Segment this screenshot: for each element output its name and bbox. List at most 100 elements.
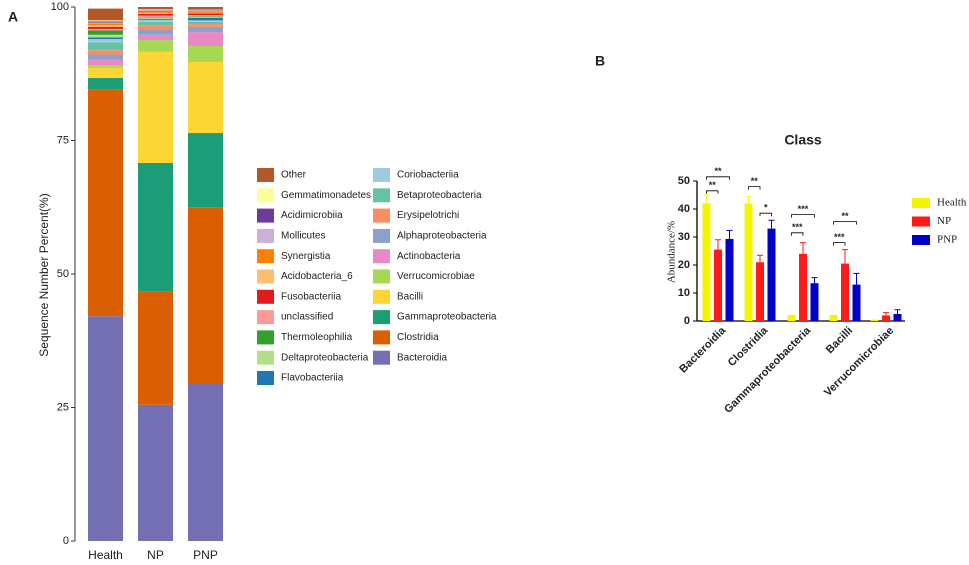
bar-segment bbox=[88, 54, 123, 60]
legend-label: unclassified bbox=[281, 312, 333, 323]
legend-label: Alphaproteobacteria bbox=[397, 231, 487, 242]
y-tick-label: 10 bbox=[678, 287, 690, 299]
error-bar bbox=[800, 242, 806, 254]
bar-segment bbox=[88, 21, 123, 23]
y-tick-label: 0 bbox=[684, 315, 690, 327]
x-tick-label: NP bbox=[147, 548, 164, 562]
bar-segment bbox=[88, 39, 123, 43]
bar-segment bbox=[188, 11, 223, 13]
legend-swatch bbox=[373, 330, 390, 345]
x-tick-label: Clostridia bbox=[726, 324, 771, 369]
y-tick-label: 30 bbox=[678, 231, 690, 243]
bar bbox=[852, 284, 861, 321]
legend-swatch bbox=[257, 188, 274, 203]
bar-segment bbox=[138, 10, 173, 11]
bar bbox=[756, 262, 764, 321]
legend-label: Actinobacteria bbox=[397, 251, 461, 262]
bar-segment bbox=[88, 316, 123, 541]
legend-swatch bbox=[257, 310, 274, 325]
bar-segment bbox=[188, 20, 223, 22]
bar-segment bbox=[88, 89, 123, 317]
legend-label: Betaproteobacteria bbox=[397, 190, 482, 201]
bar bbox=[787, 315, 796, 321]
significance-label: *** bbox=[834, 232, 845, 242]
bar-segment bbox=[88, 67, 123, 79]
bar bbox=[810, 283, 819, 321]
bar-segment bbox=[138, 29, 173, 35]
significance-label: *** bbox=[798, 204, 809, 214]
bar-segment bbox=[88, 26, 123, 29]
bar bbox=[744, 203, 753, 321]
bar-segment bbox=[188, 24, 223, 27]
bar-segment bbox=[88, 20, 123, 22]
bar-segment bbox=[188, 45, 223, 63]
bar-segment bbox=[88, 37, 123, 40]
x-tick-label: Gammaproteobacteria bbox=[722, 324, 814, 416]
legend-swatch bbox=[257, 350, 274, 365]
legend-swatch bbox=[373, 310, 390, 325]
significance-bracket bbox=[833, 242, 846, 246]
legend-swatch bbox=[257, 228, 274, 243]
significance-label: ** bbox=[841, 211, 849, 221]
bar-segment bbox=[88, 8, 123, 21]
y-axis-label: Abundance/% bbox=[666, 221, 678, 283]
y-tick-label: 40 bbox=[678, 203, 690, 215]
bar-segment bbox=[138, 51, 173, 163]
error-bar bbox=[883, 312, 889, 316]
legend-label: Bacteroidia bbox=[397, 352, 447, 363]
legend-swatch bbox=[373, 269, 390, 284]
bar-segment bbox=[188, 17, 223, 21]
legend-swatch bbox=[257, 289, 274, 304]
x-tick-label: Health bbox=[88, 548, 123, 562]
bar-segment bbox=[88, 65, 123, 68]
bar-segment bbox=[188, 7, 223, 10]
bar-segment bbox=[188, 9, 223, 11]
legend-label: Fusobacteriia bbox=[281, 291, 341, 302]
bar-segment bbox=[138, 10, 173, 13]
bar-segment bbox=[188, 15, 223, 17]
legend-label: Deltaproteobacteria bbox=[281, 352, 369, 363]
y-tick-label: 75 bbox=[57, 134, 69, 146]
legend-label: Bacilli bbox=[397, 291, 423, 302]
bar bbox=[882, 315, 890, 321]
bar-segment bbox=[138, 162, 173, 292]
legend-swatch bbox=[373, 188, 390, 203]
bar-segment bbox=[138, 7, 173, 10]
bar-segment bbox=[138, 34, 173, 41]
error-bar bbox=[726, 230, 733, 239]
bar bbox=[829, 315, 838, 321]
bar-segment bbox=[138, 291, 173, 405]
legend-label: Gammaproteobacteria bbox=[397, 312, 497, 323]
bar-segment bbox=[88, 59, 123, 66]
legend-swatch bbox=[373, 228, 390, 243]
bar bbox=[714, 249, 722, 321]
bar-segment bbox=[88, 30, 123, 35]
bar-segment bbox=[188, 10, 223, 11]
legend-label: Synergistia bbox=[281, 251, 331, 262]
bar-segment bbox=[138, 18, 173, 20]
error-bar bbox=[894, 309, 901, 314]
bar-segment bbox=[188, 26, 223, 33]
legend-swatch bbox=[373, 350, 390, 365]
bar-segment bbox=[138, 21, 173, 26]
bar bbox=[767, 228, 776, 321]
significance-bracket bbox=[706, 176, 730, 180]
bar-segment bbox=[188, 21, 223, 25]
bar-segment bbox=[88, 25, 123, 27]
bar-segment bbox=[138, 12, 173, 14]
legend-label: Flavobacteriia bbox=[281, 373, 344, 384]
legend-label: NP bbox=[937, 215, 951, 227]
bar-segment bbox=[88, 22, 123, 24]
error-bar bbox=[703, 194, 710, 204]
bar-segment bbox=[138, 9, 173, 11]
legend-swatch bbox=[257, 330, 274, 345]
bar bbox=[841, 263, 849, 321]
y-tick-label: 50 bbox=[678, 175, 690, 187]
legend-label: Coriobacteriia bbox=[397, 170, 459, 181]
bar-segment bbox=[138, 404, 173, 541]
error-bar bbox=[745, 195, 752, 204]
legend-label: Mollicutes bbox=[281, 231, 325, 242]
legend-label: PNP bbox=[937, 234, 957, 246]
significance-label: ** bbox=[714, 166, 722, 176]
legend-swatch bbox=[373, 208, 390, 223]
